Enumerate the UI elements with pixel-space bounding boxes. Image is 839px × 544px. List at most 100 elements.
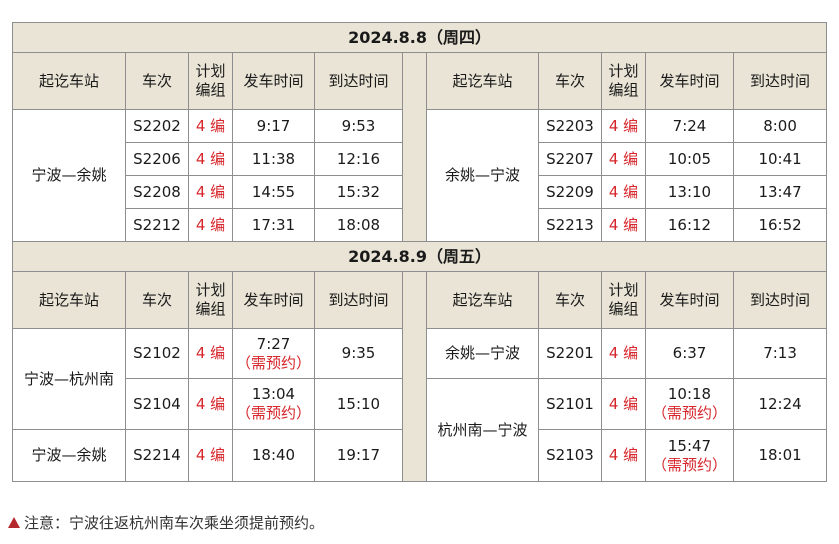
station-cell: 余姚—宁波 (426, 328, 539, 379)
date-day1: 2024.8.8（周四） (11, 22, 828, 53)
formation-cell: 4 编 (601, 208, 646, 242)
reserve-note: （需预约） (651, 404, 727, 422)
formation-cell: 4 编 (601, 328, 646, 379)
header-arrive: 到达时间 (314, 52, 403, 110)
arrive-cell: 16:52 (732, 208, 828, 242)
train-cell: S2202 (125, 109, 189, 143)
header-train: 车次 (125, 52, 189, 110)
depart-cell: 17:31 (232, 208, 315, 242)
arrive-cell: 15:32 (314, 175, 403, 209)
header-arrive: 到达时间 (314, 271, 403, 329)
header-row: 起讫车站 车次 计划 编组 发车时间 到达时间 起讫车站 车次 计划 编组 发车时间… (12, 271, 828, 482)
header-train: 车次 (538, 52, 602, 110)
depart-cell: 6:37 (645, 328, 734, 379)
train-cell: S2208 (125, 175, 189, 209)
depart-cell: 10:18 （需预约） (645, 378, 734, 430)
depart-cell: 18:40 (232, 429, 315, 482)
formation-cell: 4 编 (601, 109, 646, 143)
formation-cell: 4 编 (601, 175, 646, 209)
formation-cell: 4 编 (188, 328, 233, 379)
reserve-note: （需预约） (651, 455, 727, 474)
station-cell: 杭州南—宁波 (426, 378, 539, 482)
header-train: 车次 (125, 271, 189, 329)
formation-cell: 4 编 (188, 208, 233, 242)
train-cell: S2102 (125, 328, 189, 379)
table-row: 宁波—杭州南 S2102 4 编 7:27 （需预约） 9:35 余姚—宁波 S2… (12, 328, 828, 430)
header-depart: 发车时间 (232, 271, 315, 329)
table-row: 宁波—余姚 S2202 4 编 9:17 9:53 余姚—宁波 S2203 4 … (12, 109, 828, 242)
depart-cell: 13:04 （需预约） (232, 378, 315, 430)
train-cell: S2103 (538, 429, 602, 482)
train-cell: S2207 (538, 142, 602, 176)
depart-cell: 7:24 (645, 109, 734, 143)
depart-cell: 10:05 (645, 142, 734, 176)
footnote-text: 注意：宁波往返杭州南车次乘坐须提前预约。 (24, 514, 325, 532)
formation-cell: 4 编 (188, 378, 233, 430)
formation-cell: 4 编 (188, 142, 233, 176)
depart-cell: 7:27 （需预约） (232, 328, 315, 379)
arrive-cell: 13:47 (732, 175, 828, 209)
train-cell: S2209 (538, 175, 602, 209)
arrive-cell: 12:24 (732, 378, 828, 430)
depart-cell: 15:47 （需预约） (645, 429, 734, 482)
table-row: S2212 4 编 17:31 18:08 S2213 4 编 16:12 16… (13, 208, 828, 242)
header-plan: 计划 编组 (188, 271, 233, 329)
depart-cell: 9:17 (232, 109, 315, 143)
footnote: 注意：宁波往返杭州南车次乘坐须提前预约。 (8, 512, 324, 533)
formation-cell: 4 编 (601, 429, 646, 482)
formation-cell: 4 编 (188, 109, 233, 143)
header-station: 起讫车站 (12, 52, 126, 110)
column-gap (402, 52, 427, 242)
reserve-note: （需预约） (235, 353, 311, 372)
column-gap (402, 271, 427, 482)
train-cell: S2212 (125, 208, 189, 242)
arrive-cell: 19:17 (314, 429, 403, 482)
station-cell: 宁波—余姚 (12, 109, 126, 242)
station-cell: 宁波—杭州南 (12, 328, 126, 430)
table-row: S2104 4 编 13:04 （需预约） 15:10 杭州南—宁波 S2101 … (13, 378, 828, 482)
arrive-cell: 15:10 (314, 378, 403, 430)
reserve-note: （需预约） (235, 404, 311, 422)
header-station: 起讫车站 (426, 52, 539, 110)
header-plan: 计划 编组 (601, 271, 646, 329)
header-depart: 发车时间 (232, 52, 315, 110)
train-cell: S2203 (538, 109, 602, 143)
warning-triangle-icon (8, 517, 20, 528)
arrive-cell: 7:13 (732, 328, 828, 379)
date-day2: 2024.8.9（周五） (11, 241, 828, 272)
header-plan: 计划 编组 (601, 52, 646, 110)
arrive-cell: 10:41 (732, 142, 828, 176)
formation-cell: 4 编 (188, 175, 233, 209)
header-train: 车次 (538, 271, 602, 329)
header-depart: 发车时间 (645, 52, 734, 110)
arrive-cell: 9:53 (314, 109, 403, 143)
header-plan: 计划 编组 (188, 52, 233, 110)
train-cell: S2101 (538, 378, 602, 430)
arrive-cell: 18:08 (314, 208, 403, 242)
arrive-cell: 8:00 (732, 109, 828, 143)
formation-cell: 4 编 (601, 142, 646, 176)
date-row-day1: 2024.8.8（周四） (11, 22, 828, 53)
header-station: 起讫车站 (426, 271, 539, 329)
formation-cell: 4 编 (601, 378, 646, 430)
table-row: S2208 4 编 14:55 15:32 S2209 4 编 13:10 13… (13, 175, 828, 209)
timetable: 2024.8.8（周四） 起讫车站 车次 计划 编组 发车时间 到达时间 起讫车站… (11, 22, 828, 482)
formation-cell: 4 编 (188, 429, 233, 482)
date-row-day2: 2024.8.9（周五） (11, 241, 828, 272)
arrive-cell: 12:16 (314, 142, 403, 176)
train-cell: S2206 (125, 142, 189, 176)
depart-cell: 14:55 (232, 175, 315, 209)
arrive-cell: 18:01 (732, 429, 828, 482)
train-cell: S2213 (538, 208, 602, 242)
header-depart: 发车时间 (645, 271, 734, 329)
header-station: 起讫车站 (12, 271, 126, 329)
arrive-cell: 9:35 (314, 328, 403, 379)
header-arrive: 到达时间 (732, 52, 828, 110)
station-cell: 余姚—宁波 (426, 109, 539, 242)
header-row: 起讫车站 车次 计划 编组 发车时间 到达时间 起讫车站 车次 计划 编组 发车时间… (12, 52, 828, 242)
depart-cell: 11:38 (232, 142, 315, 176)
depart-cell: 13:10 (645, 175, 734, 209)
train-cell: S2214 (125, 429, 189, 482)
train-cell: S2104 (125, 378, 189, 430)
station-cell: 宁波—余姚 (12, 429, 126, 482)
